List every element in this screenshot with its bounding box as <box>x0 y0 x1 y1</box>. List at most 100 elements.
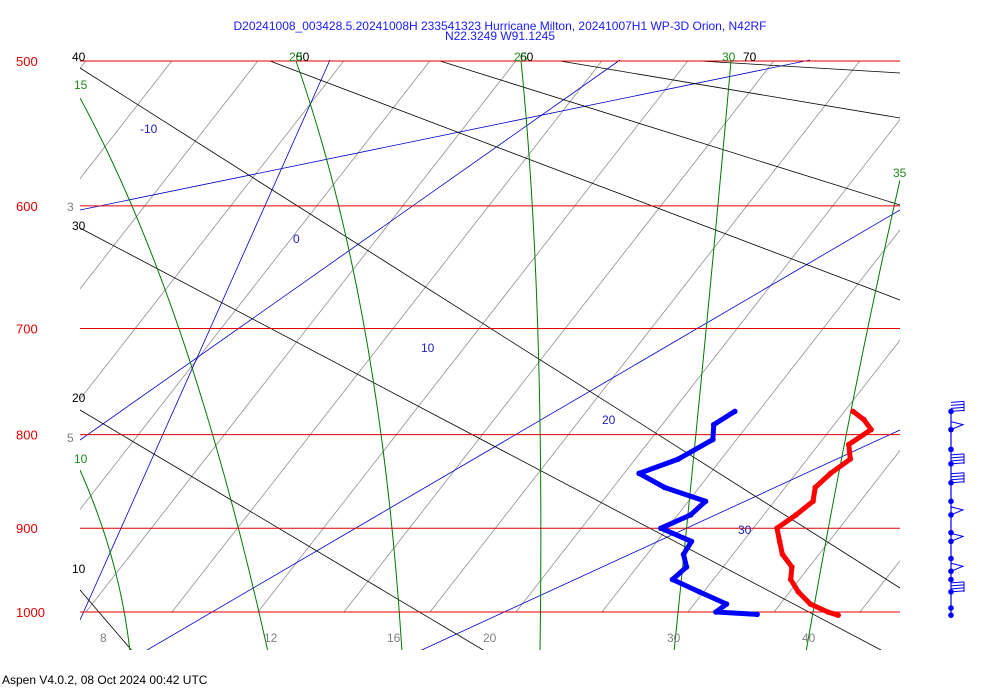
dewpoint-point <box>687 512 694 518</box>
dry-adiabat-line <box>269 60 900 301</box>
temperature-point <box>847 456 854 462</box>
dry-adiabat-label: 50 <box>296 50 310 64</box>
mixing-ratio-line <box>80 59 811 211</box>
mixing-ratio-label: 20 <box>602 413 616 427</box>
isotherm-label: 3 <box>67 200 74 214</box>
wind-barb-feather <box>950 472 965 475</box>
moist-adiabat-line <box>80 469 131 650</box>
moist-adiabat-label: 30 <box>722 50 736 64</box>
pressure-label: 500 <box>16 54 38 69</box>
temperature-point <box>810 498 816 505</box>
temperature-point <box>835 612 841 618</box>
dewpoint-point <box>713 609 719 615</box>
temperature-tick-label: 8 <box>100 631 107 645</box>
wind-barb-feather <box>950 456 965 459</box>
dewpoint-point <box>754 611 760 618</box>
temperature-point <box>868 426 874 433</box>
dry-adiabat-line <box>699 60 900 74</box>
moist-adiabat-line <box>80 97 269 650</box>
pressure-label: 700 <box>16 321 38 336</box>
dewpoint-point <box>658 525 664 532</box>
temperature-point <box>793 512 799 518</box>
dry-adiabat-line <box>80 409 484 650</box>
dry-adiabat-line <box>439 60 900 206</box>
temperature-point <box>779 551 786 558</box>
temperature-line <box>774 408 874 618</box>
wind-barb-feather <box>950 400 965 403</box>
isotherm-line <box>257 60 689 613</box>
dry-adiabat-label: 30 <box>72 219 86 233</box>
chart-subtitle: N22.3249 W91.1245 <box>444 29 556 43</box>
wind-barb-dot <box>948 498 954 505</box>
temperature-point <box>824 609 831 615</box>
wind-barb-feather <box>950 475 965 478</box>
temperature-point <box>827 470 834 477</box>
isotherm-line <box>773 449 900 613</box>
temperature-point <box>776 538 783 545</box>
mixing-ratio-line <box>420 429 900 650</box>
dewpoint-point <box>696 589 703 595</box>
isobar-lines <box>80 60 900 613</box>
pressure-label: 900 <box>16 521 38 536</box>
dewpoint-point <box>702 498 709 505</box>
isotherm-line <box>80 60 259 290</box>
mixing-ratio-label: 0 <box>293 232 300 246</box>
dry-adiabat-lines <box>80 60 900 650</box>
isotherm-line <box>946 61 1000 612</box>
dry-adiabat-line <box>559 60 900 119</box>
wind-barb-feather <box>950 453 965 456</box>
moist-adiabat-lines <box>80 60 900 650</box>
wind-barb-feather <box>950 462 965 465</box>
temperature-point <box>789 564 795 570</box>
moist-adiabat-label: 25 <box>514 50 528 64</box>
wind-barb-dot <box>948 408 954 415</box>
isotherm-line <box>429 60 861 613</box>
mixing-ratio-lines <box>80 59 900 650</box>
wind-barb-dot <box>948 576 954 583</box>
wind-barb-dot <box>948 605 954 611</box>
dewpoint-line <box>636 408 760 617</box>
pressure-label: 600 <box>16 199 38 214</box>
isotherm-line <box>80 60 87 70</box>
wind-barb-feather <box>950 403 965 406</box>
temperature-point <box>774 525 780 532</box>
chart-title: D20241008_003428.5.20241008H 233541323 H… <box>233 19 767 33</box>
isotherm-label: 5 <box>67 431 74 445</box>
footer-version: Aspen V4.0.2, 08 Oct 2024 00:42 UTC <box>2 673 208 687</box>
dry-adiabat-line <box>80 227 882 650</box>
dry-adiabat-label: 20 <box>72 391 86 405</box>
wind-barb-feather <box>950 406 965 409</box>
dry-adiabat-label: 60 <box>520 50 534 64</box>
isotherm-line <box>80 60 345 400</box>
dewpoint-point <box>680 551 687 558</box>
wind-barb-feather <box>950 581 965 584</box>
dewpoint-point <box>688 538 695 545</box>
dewpoint-point <box>669 576 676 583</box>
wind-barb-feather <box>950 584 965 587</box>
dewpoint-point <box>683 564 690 570</box>
temperature-tick-label: 20 <box>483 631 497 645</box>
wind-barb-feather <box>950 590 965 593</box>
moist-adiabat-label: 10 <box>74 452 88 466</box>
dry-adiabat-line <box>80 589 132 650</box>
temperature-point <box>812 484 819 491</box>
sounding-profiles <box>636 408 874 618</box>
temperature-tick-label: 12 <box>264 631 278 645</box>
moist-adiabat-line <box>295 60 403 650</box>
pressure-label: 800 <box>16 428 38 443</box>
isotherm-line <box>80 60 173 180</box>
temperature-point <box>845 441 852 448</box>
mixing-ratio-line <box>80 59 621 441</box>
mixing-ratio-label: 30 <box>738 523 752 537</box>
isotherm-line <box>80 60 431 511</box>
mixing-ratio-label: 10 <box>421 341 435 355</box>
isotherm-line <box>85 60 517 613</box>
wind-barb-feather <box>950 587 965 590</box>
temperature-tick-label: 40 <box>802 631 816 645</box>
isotherm-line <box>687 339 900 613</box>
mixing-ratio-label: -10 <box>140 122 158 136</box>
pressure-label: 1000 <box>16 605 45 620</box>
isotherm-lines <box>80 60 1000 613</box>
